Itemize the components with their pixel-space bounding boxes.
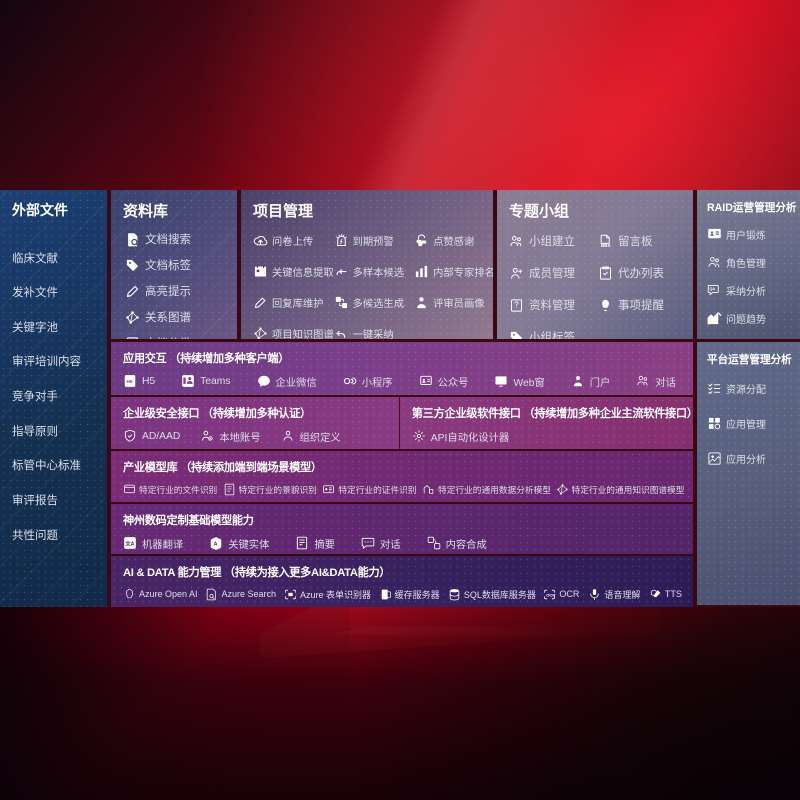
svg-text:QA: QA bbox=[710, 287, 716, 291]
svg-text:H5: H5 bbox=[127, 379, 133, 384]
svg-text:BBS: BBS bbox=[601, 242, 611, 247]
svg-text:A: A bbox=[214, 541, 218, 547]
svg-text:OCR: OCR bbox=[547, 592, 556, 597]
